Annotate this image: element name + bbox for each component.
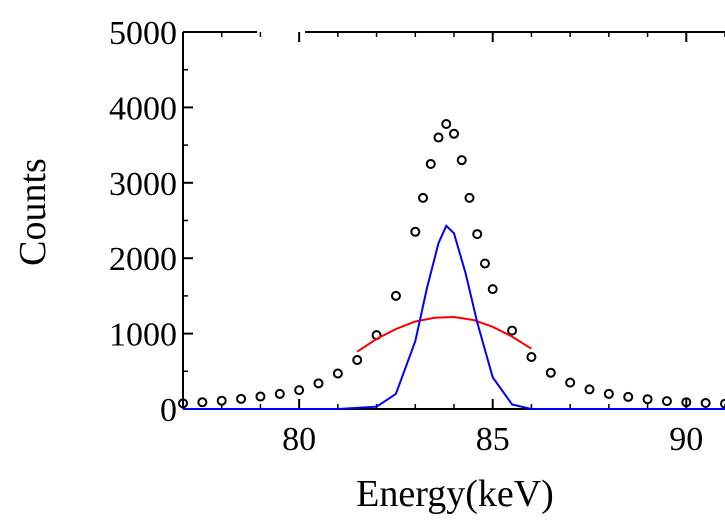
data-point <box>565 377 576 388</box>
data-point <box>584 384 595 395</box>
series-1-line <box>356 315 532 353</box>
data-point <box>456 155 467 166</box>
data-point <box>661 396 672 407</box>
axis-ticks <box>183 31 725 410</box>
data-point <box>487 284 498 295</box>
data-point <box>390 290 401 301</box>
data-point <box>274 388 285 399</box>
data-point <box>720 398 725 409</box>
data-point <box>352 354 363 365</box>
data-point <box>410 226 421 237</box>
data-point <box>294 385 305 396</box>
tick-labels: 0 1000 2000 3000 4000 5000 80 85 90 <box>109 15 703 458</box>
x-tick-label: 80 <box>282 421 316 458</box>
data-point <box>700 397 711 408</box>
data-point <box>479 258 490 269</box>
x-tick-label: 85 <box>476 421 510 458</box>
data-point <box>433 132 444 143</box>
data-point <box>236 393 247 404</box>
data-point <box>441 118 452 129</box>
data-point <box>642 394 653 405</box>
x-axis-title: Energy(keV) <box>356 473 554 515</box>
y-tick-label: 5000 <box>109 15 177 52</box>
data-point <box>464 192 475 203</box>
data-point <box>178 398 188 409</box>
plot-frame <box>182 31 725 410</box>
data-point <box>197 397 208 408</box>
y-tick-label: 1000 <box>109 317 177 354</box>
data-point <box>449 128 459 139</box>
y-tick-label: 2000 <box>109 241 177 278</box>
series-2-line <box>183 224 725 410</box>
data-point <box>313 378 324 389</box>
data-point <box>681 397 692 408</box>
data-point <box>472 229 483 240</box>
data-point <box>332 368 343 379</box>
data-point <box>526 351 537 362</box>
data-point <box>216 395 227 406</box>
data-point <box>418 192 429 203</box>
data-point <box>255 391 266 402</box>
y-tick-label: 3000 <box>109 166 177 203</box>
y-axis-title: Counts <box>12 158 54 266</box>
data-point <box>545 367 556 378</box>
data-point <box>603 388 614 399</box>
data-point <box>507 325 518 336</box>
series-layer <box>178 118 725 410</box>
y-tick-label: 0 <box>160 392 177 429</box>
data-point <box>425 158 436 169</box>
x-tick-label: 90 <box>669 421 703 458</box>
y-tick-label: 4000 <box>109 90 177 127</box>
data-point <box>623 391 634 402</box>
